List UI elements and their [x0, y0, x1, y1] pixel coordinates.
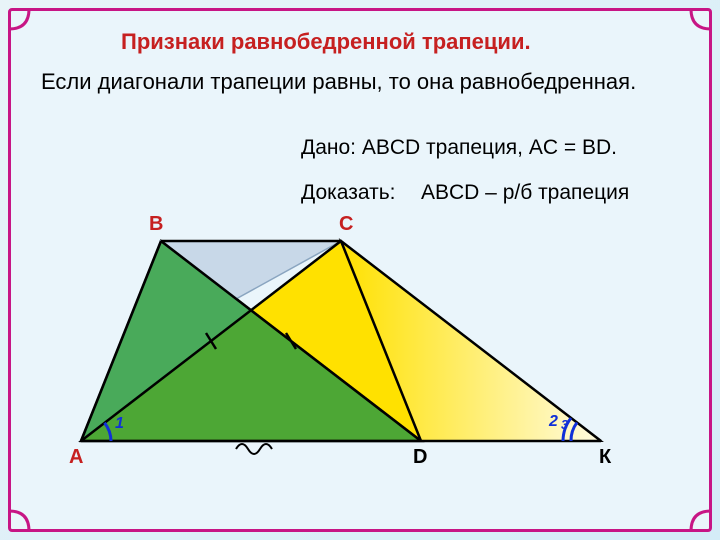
squiggle-ad — [236, 444, 272, 454]
label-c: C — [339, 213, 353, 236]
given-text: Дано: ABCD трапеция, AC = BD. — [301, 136, 617, 160]
prove-label: Доказать: — [301, 181, 395, 205]
theorem-text: Если диагонали трапеции равны, то она ра… — [41, 69, 636, 95]
label-a: A — [69, 446, 83, 469]
diagram-svg — [41, 211, 691, 511]
label-k: К — [599, 446, 611, 469]
slide-frame: Признаки равнобедренной трапеции. Если д… — [8, 8, 712, 532]
angle-label-2: 2 — [549, 413, 558, 431]
corner-tl — [9, 9, 49, 49]
label-d: D — [413, 446, 427, 469]
geometry-diagram: A B C D К 1 2 3 — [41, 211, 691, 511]
prove-text: ABCD – р/б трапеция — [421, 181, 629, 205]
angle-label-1: 1 — [115, 415, 124, 433]
label-b: B — [149, 213, 163, 236]
angle-label-3: 3 — [561, 417, 568, 432]
slide-title: Признаки равнобедренной трапеции. — [121, 29, 531, 55]
corner-tr — [671, 9, 711, 49]
